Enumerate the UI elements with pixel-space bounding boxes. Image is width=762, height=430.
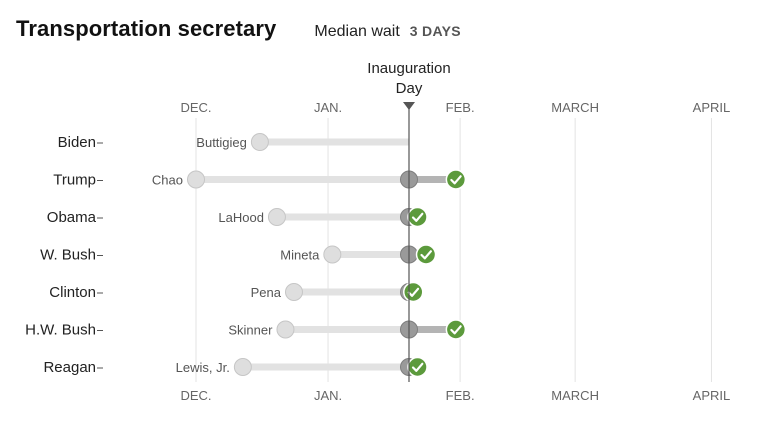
wait-bar [285,326,409,333]
wait-bar [332,251,409,258]
chart-row: Biden Buttigieg [58,133,409,151]
confirmed-dot [407,356,428,378]
wait-bar [242,363,409,371]
confirmed-dot [407,206,428,228]
chart-row: Trump Chao [53,169,467,190]
chart-title: Transportation secretary [16,16,277,41]
median-wait-value: 3 DAYS [409,23,461,39]
wait-bar [293,288,409,296]
wait-bar [276,213,409,221]
x-tick-label-bottom: MARCH [551,388,599,403]
x-tick-label-bottom: APRIL [693,388,731,403]
x-tick-label-top: APRIL [693,100,731,115]
x-tick-label-bottom: FEB. [446,388,475,403]
inauguration-marker: Inauguration Day [367,60,451,382]
nominee-label: Mineta [280,248,320,263]
check-icon [407,287,420,297]
median-wait: Median wait 3 DAYS [314,23,460,41]
check-icon [411,362,424,372]
inauguration-label-line1: Inauguration [367,60,450,77]
inauguration-arrow-icon [403,102,415,110]
president-label: W. Bush [40,247,96,264]
title-row: Transportation secretary Median wait 3 DA… [16,16,461,42]
wait-bar [259,138,409,146]
median-wait-label: Median wait [314,23,400,40]
confirmed-dot [415,244,437,265]
president-label: Obama [47,209,97,226]
chart-rows: Biden Buttigieg Trump Chao Obama LaHood W. Bus… [25,133,467,378]
check-icon [450,325,462,335]
post-inauguration-bar [409,326,456,333]
announced-dot [323,245,342,264]
nominee-label: LaHood [218,210,264,225]
announced-dot [187,170,205,189]
president-label: Biden [58,134,96,151]
nominee-label: Buttigieg [196,135,247,150]
nominee-label: Lewis, Jr. [176,360,230,375]
confirmed-dot [445,319,467,340]
gridlines [195,118,712,382]
x-tick-label-top: DEC. [180,100,211,115]
x-tick-label-top: MARCH [551,100,599,115]
x-axis-top: DEC. JAN. FEB. MARCH APRIL [180,100,730,115]
x-tick-label-top: FEB. [446,100,475,115]
chart-row: H.W. Bush Skinner [25,319,467,340]
chart-row: W. Bush Mineta [40,244,437,265]
check-icon [420,250,432,260]
president-label: H.W. Bush [25,322,96,339]
president-label: Clinton [49,284,96,301]
announced-dot [284,283,303,301]
x-tick-label-top: JAN. [314,100,342,115]
announced-dot [250,133,269,151]
inauguration-label-line2: Day [396,80,423,97]
announced-dot [233,358,252,376]
nominee-label: Skinner [228,323,273,338]
announced-dot [276,320,295,339]
chart-row: Clinton Pena [49,281,424,303]
chart-row: Reagan Lewis, Jr. [43,356,428,378]
x-tick-label-bottom: DEC. [180,388,211,403]
nominee-label: Pena [251,285,282,300]
confirmed-dot [403,281,424,303]
president-label: Trump [53,172,96,189]
wait-bar [196,176,409,183]
confirmed-dot [445,169,467,190]
post-inauguration-bar [409,176,456,183]
check-icon [450,175,462,185]
chart-row: Obama LaHood [47,206,428,228]
x-tick-label-bottom: JAN. [314,388,342,403]
president-label: Reagan [43,359,96,376]
announced-dot [267,208,286,226]
nominee-label: Chao [152,173,183,188]
x-axis-bottom: DEC. JAN. FEB. MARCH APRIL [180,388,730,403]
check-icon [411,212,424,222]
